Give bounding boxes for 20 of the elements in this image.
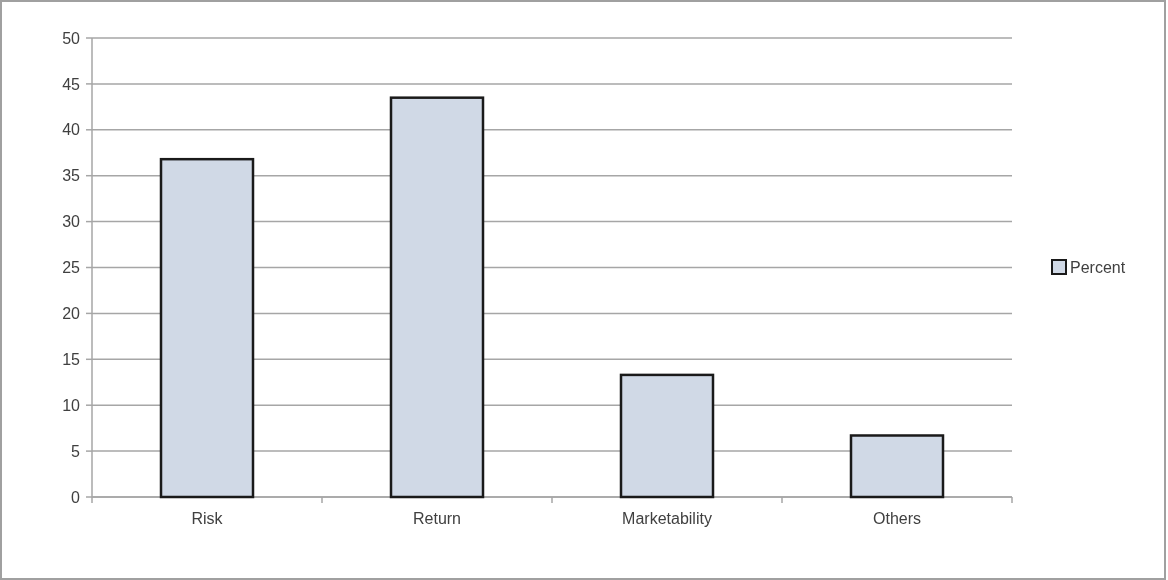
y-tick-label: 25 [62, 259, 81, 277]
bar [389, 96, 485, 499]
x-tick-label: Risk [191, 510, 224, 527]
y-tick-label: 20 [62, 305, 81, 322]
x-tick-label: Marketability [622, 510, 712, 527]
x-tick-label: Return [412, 510, 462, 527]
bar [849, 434, 945, 499]
y-tick-label: 10 [62, 396, 81, 414]
y-tick-label: 40 [62, 121, 81, 139]
bar [159, 157, 255, 499]
y-tick-label: 15 [62, 350, 81, 368]
y-tick-label: 50 [62, 29, 81, 47]
legend-label: Percent [1070, 258, 1126, 276]
y-tick-label: 5 [71, 442, 81, 460]
y-tick-label: 35 [62, 167, 81, 185]
y-tick-label: 0 [71, 488, 81, 506]
y-tick-label: 30 [62, 213, 81, 231]
bar [619, 373, 715, 499]
x-tick-label: Others [872, 510, 922, 527]
y-tick-label: 45 [62, 75, 81, 93]
